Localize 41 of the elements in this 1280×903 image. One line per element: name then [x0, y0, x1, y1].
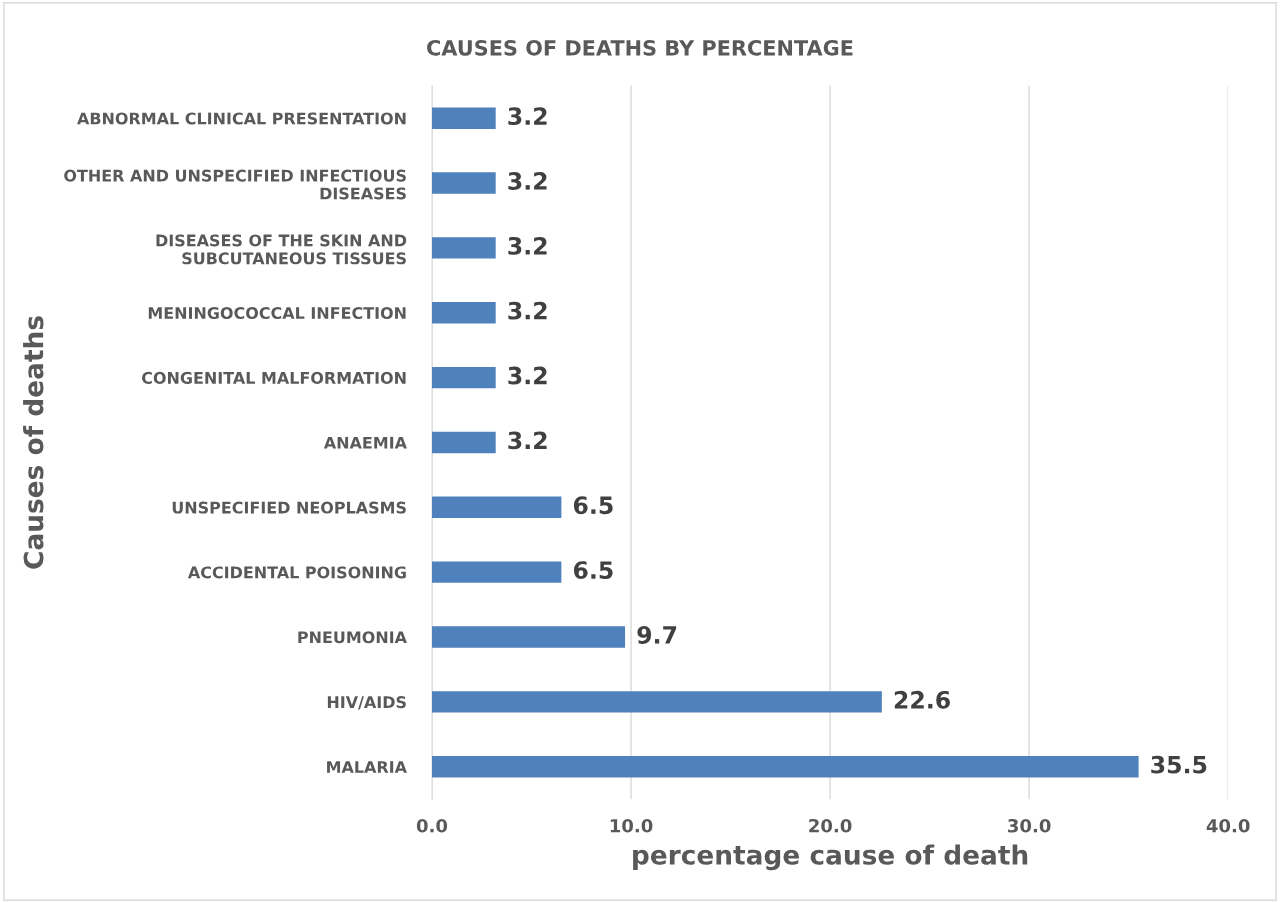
- data-label: 3.2: [508, 431, 547, 450]
- data-label: 6.5: [573, 496, 613, 515]
- y-tick-label: MALARIA: [327, 761, 407, 773]
- bar: [432, 302, 496, 324]
- bar: [432, 172, 496, 194]
- data-label: 3.2: [508, 301, 547, 320]
- y-tick-label: ABNORMAL CLINICAL PRESENTATION: [77, 112, 406, 125]
- bar: [432, 107, 496, 129]
- x-axis-title: percentage cause of death: [633, 844, 1028, 871]
- y-tick-label: HIV/AIDS: [327, 696, 406, 710]
- bar: [432, 756, 1139, 778]
- y-tick-label: UNSPECIFIED NEOPLASMS: [172, 501, 406, 514]
- data-label: 3.2: [508, 236, 547, 255]
- x-tick-label: 0.0: [416, 818, 448, 833]
- x-tick-label: 40.0: [1206, 818, 1250, 833]
- y-tick-label: ANAEMIA: [323, 436, 407, 449]
- y-tick-label: MENINGOCOCCAL INFECTION: [148, 306, 406, 320]
- x-tick-label: 30.0: [1008, 818, 1051, 833]
- x-tick-label: 20.0: [809, 818, 852, 833]
- data-label: 3.2: [508, 366, 547, 385]
- data-label: 22.6: [894, 690, 950, 709]
- data-label: 3.2: [508, 172, 547, 190]
- y-tick-label: CONGENITAL MALFORMATION: [142, 371, 406, 384]
- data-label: 6.5: [573, 561, 613, 580]
- bar: [432, 237, 496, 259]
- y-tick-label: PNEUMONIA: [298, 631, 407, 644]
- bar: [432, 561, 562, 583]
- bar: [432, 431, 496, 454]
- data-label: 3.2: [508, 107, 547, 126]
- x-tick-label: 10.0: [610, 818, 653, 833]
- bar: [432, 496, 562, 519]
- data-label: 35.5: [1151, 755, 1207, 774]
- chart-title: CAUSES OF DEATHS BY PERCENTAGE: [427, 39, 853, 56]
- bar: [432, 366, 496, 389]
- y-tick-label: DISEASES OF THE SKIN AND SUBCUTANEOUS TISSUES: [156, 234, 407, 265]
- data-label: 9.7: [637, 626, 677, 644]
- y-tick-label: OTHER AND UNSPECIFIED INFECTIOUS DISEASES: [64, 169, 406, 200]
- bar: [432, 626, 626, 648]
- y-tick-label: ACCIDENTAL POISONING: [187, 566, 406, 579]
- y-axis-title: Causes of deaths: [23, 316, 44, 569]
- bar: [432, 691, 882, 713]
